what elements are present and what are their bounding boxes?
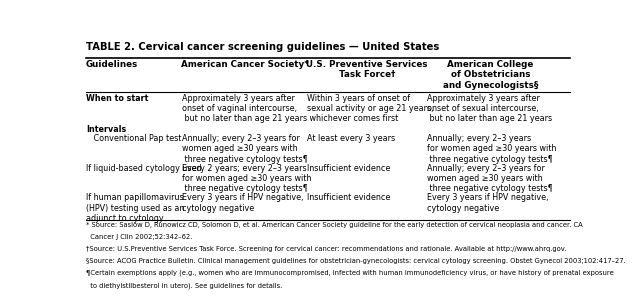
Text: Insufficient evidence: Insufficient evidence: [307, 194, 390, 202]
Text: Every 3 years if HPV negative,
cytology negative: Every 3 years if HPV negative, cytology …: [428, 194, 548, 213]
Text: Annually; every 2–3 years for
women aged ≥30 years with
 three negative cytology: Annually; every 2–3 years for women aged…: [428, 164, 553, 194]
Text: American College
of Obstetricians
and Gynecologists§: American College of Obstetricians and Gy…: [443, 60, 538, 89]
Text: Intervals: Intervals: [86, 125, 126, 133]
Text: Every 2 years; every 2–3 years
for women aged ≥30 years with
 three negative cyt: Every 2 years; every 2–3 years for women…: [182, 164, 311, 194]
Text: U.S. Preventive Services
Task Force†: U.S. Preventive Services Task Force†: [306, 60, 428, 79]
Text: At least every 3 years: At least every 3 years: [307, 134, 396, 143]
Text: Approximately 3 years after
onset of sexual intercourse,
 but no later than age : Approximately 3 years after onset of sex…: [428, 94, 552, 124]
Text: ¶Certain exemptions apply (e.g., women who are immunocompromised, infected with : ¶Certain exemptions apply (e.g., women w…: [86, 270, 614, 276]
Text: §Source: ACOG Practice Bulletin. Clinical management guidelines for obstetrician: §Source: ACOG Practice Bulletin. Clinica…: [86, 258, 625, 264]
Text: * Source: Saslow D, Runowicz CD, Solomon D, et al. American Cancer Society guide: * Source: Saslow D, Runowicz CD, Solomon…: [86, 222, 582, 228]
Text: American Cancer Society*: American Cancer Society*: [181, 60, 308, 69]
Text: When to start: When to start: [86, 94, 148, 103]
Text: If human papillomavirus
(HPV) testing used as an
adjunct to cytology: If human papillomavirus (HPV) testing us…: [86, 194, 184, 223]
Text: If liquid-based cytology used: If liquid-based cytology used: [86, 164, 202, 173]
Text: TABLE 2. Cervical cancer screening guidelines — United States: TABLE 2. Cervical cancer screening guide…: [86, 42, 439, 52]
Text: to diethylstilbesterol in utero). See guidelines for details.: to diethylstilbesterol in utero). See gu…: [86, 282, 282, 288]
Text: Every 3 years if HPV negative,
cytology negative: Every 3 years if HPV negative, cytology …: [182, 194, 303, 213]
Text: Annually; every 2–3 years for
women aged ≥30 years with
 three negative cytology: Annually; every 2–3 years for women aged…: [182, 134, 307, 164]
Text: Guidelines: Guidelines: [86, 60, 138, 69]
Text: Annually; every 2–3 years
for women aged ≥30 years with
 three negative cytology: Annually; every 2–3 years for women aged…: [428, 134, 557, 164]
Text: †Source: U.S.Preventive Services Task Force. Screening for cervical cancer: reco: †Source: U.S.Preventive Services Task Fo…: [86, 246, 566, 252]
Text: Within 3 years of onset of
sexual activity or age 21 years,
 whichever comes fir: Within 3 years of onset of sexual activi…: [307, 94, 434, 124]
Text: Insufficient evidence: Insufficient evidence: [307, 164, 390, 173]
Text: Cancer J Clin 2002;52:342–62.: Cancer J Clin 2002;52:342–62.: [86, 234, 193, 240]
Text: Approximately 3 years after
onset of vaginal intercourse,
 but no later than age: Approximately 3 years after onset of vag…: [182, 94, 307, 124]
Text: Conventional Pap test: Conventional Pap test: [86, 134, 181, 143]
